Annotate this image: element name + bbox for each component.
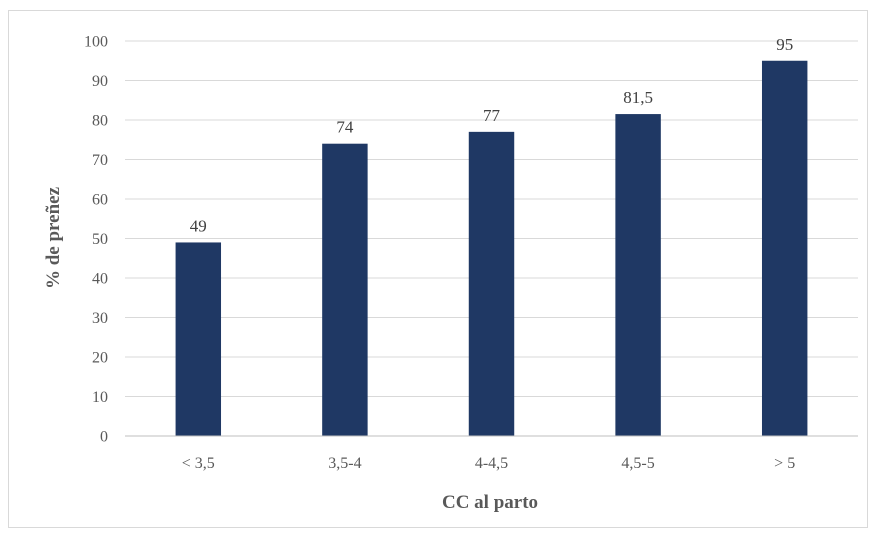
x-tick-label: 4,5-5 xyxy=(621,455,654,472)
data-label: 95 xyxy=(776,35,793,54)
y-tick-label: 0 xyxy=(100,429,108,446)
chart-frame xyxy=(8,10,868,528)
y-tick-label: 20 xyxy=(92,350,108,367)
x-axis-ticks: < 3,5 3,5-4 4-4,5 4,5-5 > 5 xyxy=(182,455,795,472)
bar xyxy=(322,143,368,436)
x-axis-title: CC al parto xyxy=(442,492,538,513)
y-tick-label: 30 xyxy=(92,310,108,327)
y-tick-label: 50 xyxy=(92,231,108,248)
data-labels: 49 74 77 81,5 95 xyxy=(190,35,793,236)
bar xyxy=(615,114,661,436)
y-tick-label: 70 xyxy=(92,152,108,169)
y-tick-label: 80 xyxy=(92,113,108,130)
data-label: 74 xyxy=(336,118,354,137)
data-label: 77 xyxy=(483,106,501,125)
bars xyxy=(175,60,808,436)
data-label: 49 xyxy=(190,216,207,235)
y-axis-title: % de preñez xyxy=(43,186,64,289)
y-tick-label: 60 xyxy=(92,192,108,209)
x-tick-label: 3,5-4 xyxy=(328,455,361,472)
bar xyxy=(761,60,808,436)
y-tick-label: 100 xyxy=(84,34,108,51)
bar xyxy=(175,242,222,436)
data-label: 81,5 xyxy=(623,88,653,107)
x-tick-label: < 3,5 xyxy=(182,455,215,472)
y-tick-label: 40 xyxy=(92,271,108,288)
y-tick-label: 10 xyxy=(92,389,108,406)
x-tick-label: 4-4,5 xyxy=(475,455,508,472)
x-tick-label: > 5 xyxy=(774,455,795,472)
y-tick-label: 90 xyxy=(92,73,108,90)
bar xyxy=(468,131,515,436)
gridlines xyxy=(125,40,858,397)
y-axis-ticks: 0 10 20 30 40 50 60 70 80 90 100 xyxy=(84,34,108,446)
